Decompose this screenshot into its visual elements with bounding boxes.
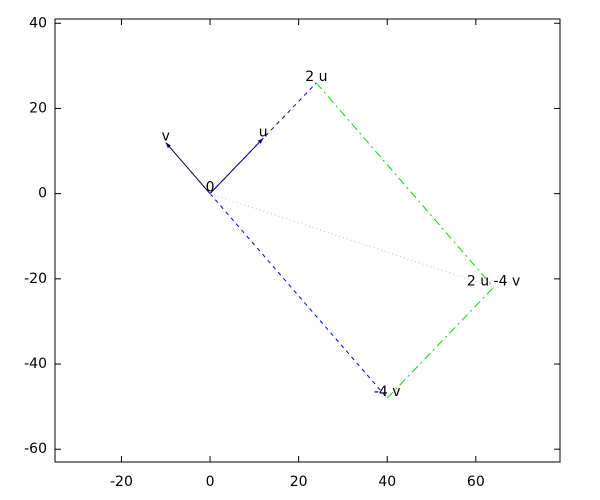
x-tick-label: 0 bbox=[206, 474, 215, 490]
point-label: -4 v bbox=[374, 384, 401, 400]
vector-segment bbox=[165, 142, 211, 194]
x-tick-label: 40 bbox=[378, 474, 396, 490]
point-label: 0 bbox=[206, 180, 215, 196]
vector-segment bbox=[209, 82, 317, 194]
y-tick-label: 0 bbox=[38, 186, 47, 202]
point-label: u bbox=[259, 124, 268, 140]
y-tick-label: -40 bbox=[24, 356, 47, 372]
y-tick-label: 40 bbox=[29, 15, 47, 31]
arrow-head bbox=[165, 142, 171, 149]
point-label: v bbox=[162, 129, 170, 145]
x-tick-label: 60 bbox=[467, 474, 485, 490]
vector-segment bbox=[209, 193, 494, 288]
y-tick-label: -20 bbox=[24, 271, 47, 287]
point-label: 2 u bbox=[305, 69, 327, 85]
y-tick-label: 20 bbox=[29, 100, 47, 116]
vector-segment bbox=[315, 82, 494, 288]
vector-segment bbox=[209, 137, 264, 194]
vector-segment bbox=[209, 193, 388, 399]
point-label: 2 u -4 v bbox=[467, 273, 520, 289]
x-tick-label: 20 bbox=[290, 474, 308, 490]
plot-frame bbox=[54, 18, 561, 463]
x-tick-label: -20 bbox=[110, 474, 133, 490]
vector-segment bbox=[386, 287, 494, 399]
y-tick-label: -60 bbox=[24, 441, 47, 457]
